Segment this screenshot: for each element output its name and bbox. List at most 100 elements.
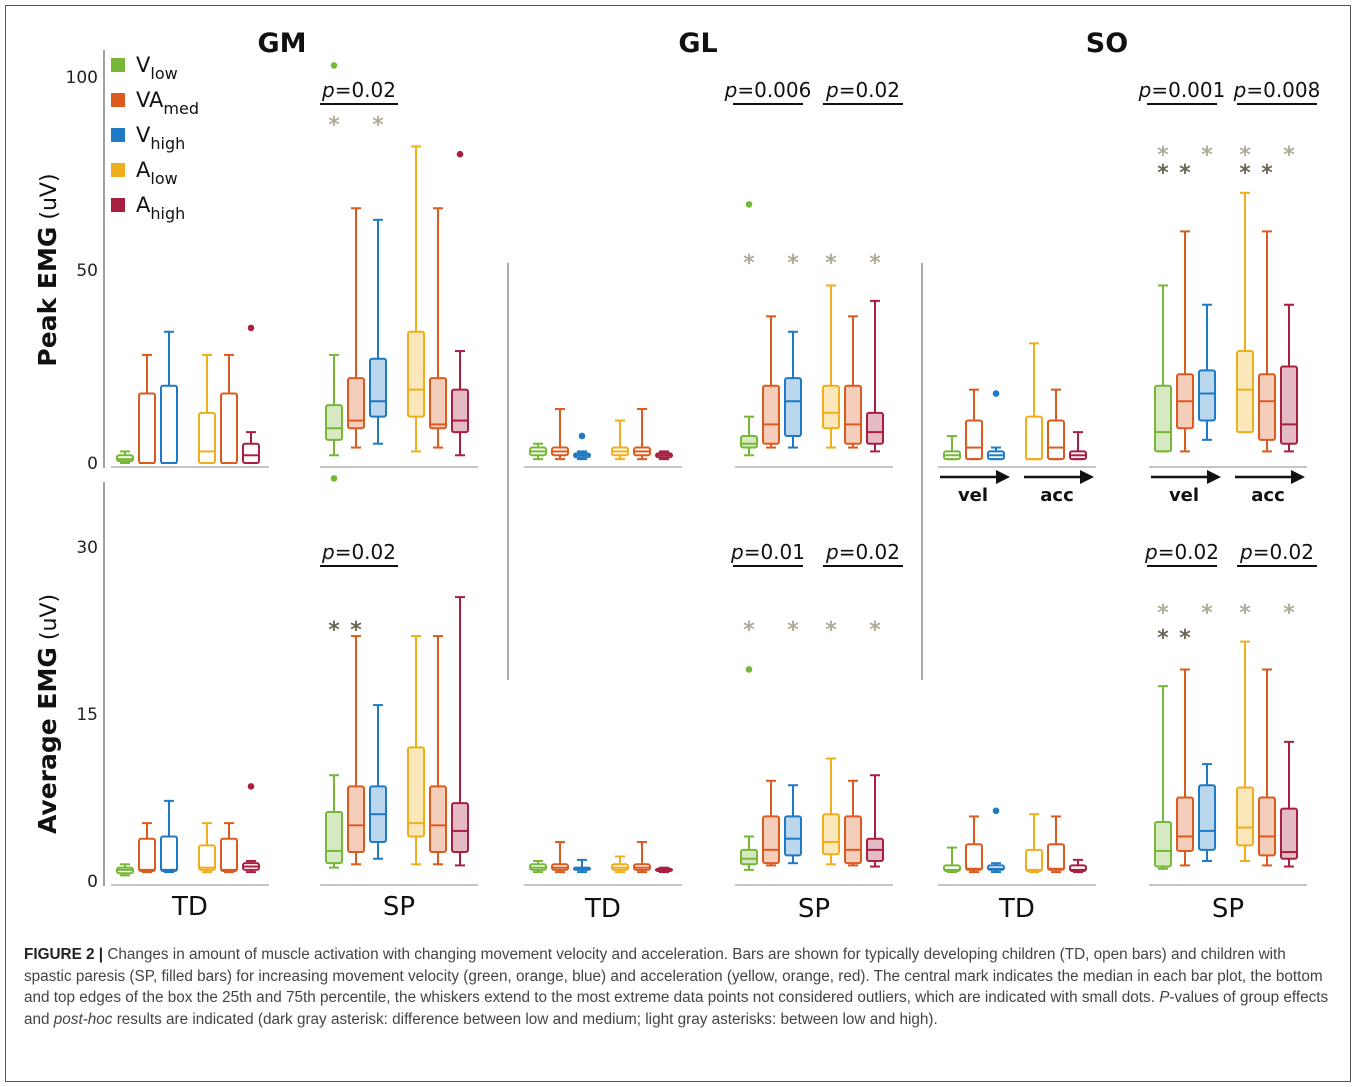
outlier-point: [247, 324, 255, 332]
box-GM-TD-A_low: [198, 411, 216, 465]
box-GM-SP-VA_med: [429, 785, 447, 854]
legend-swatch-VA_med: [111, 93, 125, 107]
box-SO-TD-V_high: [987, 864, 1005, 871]
box-SO-SP-V_high: [1198, 784, 1216, 851]
outlier-point: [456, 150, 464, 158]
box-GM-SP-A_high: [451, 388, 469, 434]
arrow-head: [1291, 470, 1305, 484]
box-SO-TD-A_low: [1025, 848, 1043, 872]
box-GM-SP-V_low: [325, 810, 343, 865]
box-GM-SP-A_low: [407, 330, 425, 418]
box-GL-SP-VA_med: [844, 815, 862, 865]
significance-asterisk: *: [1157, 143, 1169, 168]
caption-text-1: Changes in amount of muscle activation w…: [24, 946, 1323, 1006]
arrow-head: [1207, 470, 1221, 484]
significance-asterisk: *: [1201, 601, 1213, 626]
box-GM-SP-V_high: [369, 357, 387, 418]
box-GL-SP-V_low: [740, 848, 758, 866]
significance-asterisk: *: [1239, 161, 1251, 186]
box-GM-TD-VA_med: [138, 392, 156, 464]
box-SO-TD-V_low: [943, 864, 961, 872]
box-GM-SP-A_low: [407, 746, 425, 838]
significance-asterisk: *: [1261, 161, 1273, 186]
box-GL-SP-V_high: [784, 815, 802, 857]
box-SO-SP-V_high: [1198, 369, 1216, 422]
box-SO-TD-VA_med: [965, 843, 983, 871]
arrow-label: acc: [1040, 485, 1074, 506]
box-GM-SP-VA_med: [347, 785, 365, 854]
box-SO-SP-VA_med: [1258, 796, 1276, 857]
box-GL-SP-A_high: [866, 411, 884, 445]
significance-asterisk: *: [869, 618, 881, 643]
box-GL-SP-VA_med: [762, 815, 780, 865]
legend-swatch-A_high: [111, 198, 125, 212]
p-value-label: p=0.008: [1233, 78, 1321, 102]
significance-asterisk: *: [869, 251, 881, 276]
box-SO-SP-A_high: [1280, 365, 1298, 445]
box-GM-TD-VA_med: [138, 837, 156, 872]
legend-entry-V_low: Vlow: [136, 53, 178, 83]
outlier-point: [247, 783, 255, 790]
y-tick-label-average: 15: [76, 705, 98, 725]
y-tick-label-average: 30: [76, 538, 98, 558]
significance-asterisk: *: [350, 618, 362, 643]
significance-asterisk: *: [328, 618, 340, 643]
box-SO-SP-A_low: [1236, 350, 1254, 434]
outlier-point: [745, 201, 753, 208]
box-GM-TD-V_high: [160, 384, 178, 464]
arrow-label: vel: [958, 485, 988, 506]
group-label-SO-TD: TD: [998, 894, 1035, 924]
y-axis-label-average: Average EMG (uV): [33, 594, 62, 834]
significance-asterisk: *: [1157, 161, 1169, 186]
caption-label: FIGURE 2 |: [24, 946, 104, 963]
box-GL-SP-VA_med: [844, 384, 862, 445]
significance-asterisk: *: [787, 251, 799, 276]
y-axis-label-peak: Peak EMG (uV): [33, 173, 62, 366]
p-value-label: p=0.006: [724, 78, 812, 102]
legend-swatch-V_high: [111, 128, 125, 142]
box-SO-TD-VA_med: [965, 419, 983, 461]
legend-entry-V_high: Vhigh: [136, 123, 185, 153]
significance-asterisk: *: [1179, 161, 1191, 186]
p-value-label: p=0.02: [321, 78, 396, 102]
box-SO-SP-V_low: [1154, 820, 1172, 868]
legend-entry-VA_med: VAmed: [136, 88, 199, 118]
significance-asterisk: *: [328, 113, 340, 138]
p-value-label: p=0.02: [1144, 540, 1219, 564]
box-GM-SP-VA_med: [347, 377, 365, 430]
significance-asterisk: *: [825, 251, 837, 276]
group-label-GL-SP: SP: [798, 894, 830, 924]
p-value-label: p=0.02: [825, 540, 900, 564]
significance-asterisk: *: [787, 618, 799, 643]
significance-asterisk: *: [743, 618, 755, 643]
box-SO-TD-A_low: [1025, 415, 1043, 461]
p-value-label: p=0.001: [1138, 78, 1226, 102]
significance-asterisk: *: [1201, 143, 1213, 168]
box-GM-SP-VA_med: [429, 377, 447, 430]
figure-caption: FIGURE 2 | Changes in amount of muscle a…: [24, 944, 1334, 1030]
arrow-head: [996, 470, 1010, 484]
figure-frame: [5, 5, 1351, 1082]
box-GM-SP-V_low: [325, 404, 343, 441]
y-tick-label-peak: 0: [87, 454, 98, 474]
outlier-point: [992, 807, 1000, 815]
box-SO-TD-VA_med: [1047, 843, 1065, 871]
p-value-label: p=0.02: [1239, 540, 1314, 564]
significance-asterisk: *: [1283, 601, 1295, 626]
box-GM-TD-A_low: [198, 844, 216, 871]
arrow-label: acc: [1251, 485, 1285, 506]
box-GM-TD-A_high: [242, 442, 260, 465]
significance-asterisk: *: [372, 113, 384, 138]
group-label-GM-TD: TD: [171, 892, 208, 922]
significance-asterisk: *: [743, 251, 755, 276]
caption-p-italic: P: [1159, 989, 1170, 1006]
caption-posthoc-italic: post-hoc: [53, 1010, 113, 1028]
arrow-label: vel: [1169, 485, 1199, 506]
significance-asterisk: *: [825, 618, 837, 643]
p-value-label: p=0.01: [730, 540, 805, 564]
significance-asterisk: *: [1157, 626, 1169, 651]
caption-text-2: -values of group effects and: [24, 989, 1329, 1028]
box-SO-SP-VA_med: [1258, 373, 1276, 441]
